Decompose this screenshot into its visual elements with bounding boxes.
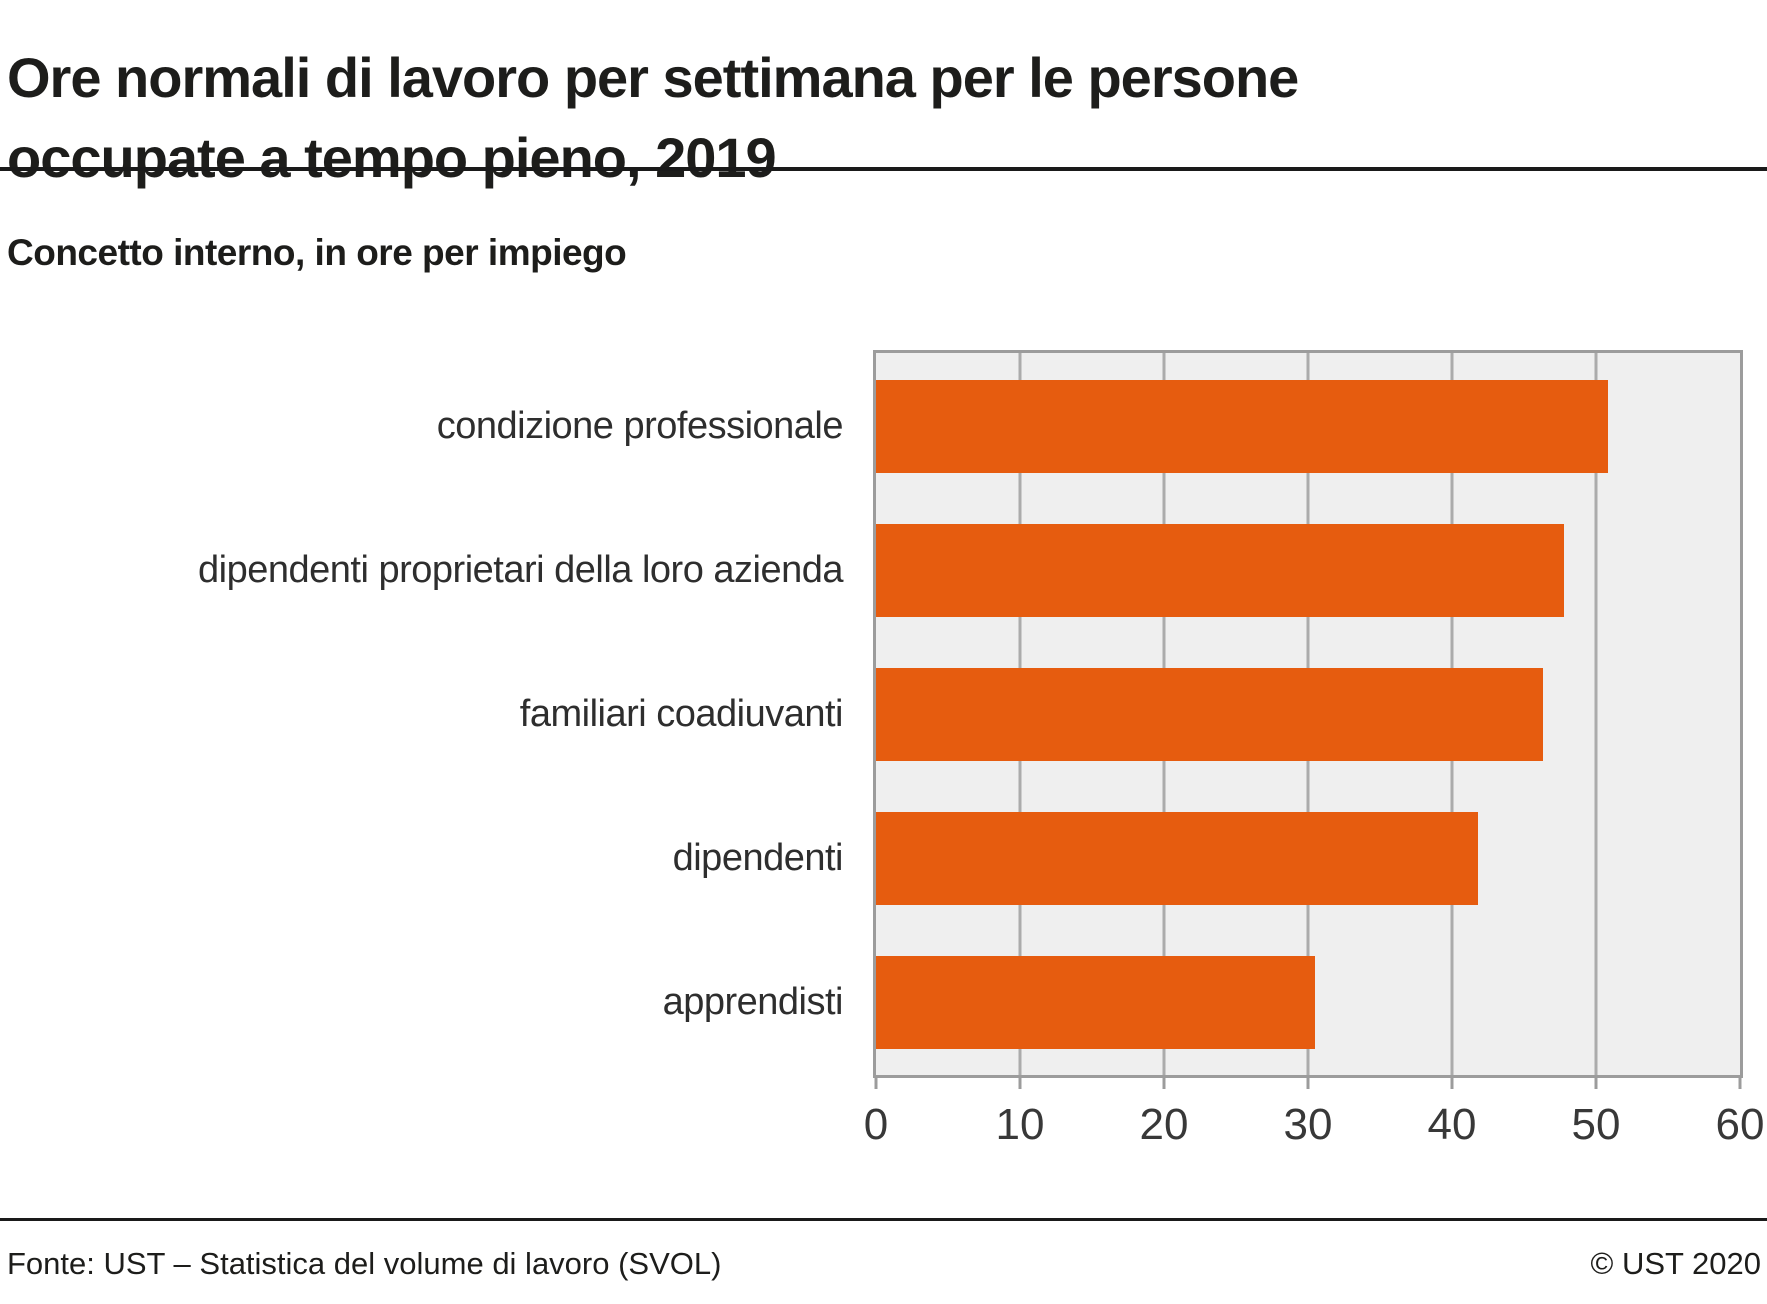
x-axis-tick-mark: [874, 1078, 878, 1089]
x-axis-tick-mark: [1738, 1078, 1742, 1089]
bar: [876, 812, 1478, 905]
chart-subtitle: Concetto interno, in ore per impiego: [7, 232, 627, 273]
category-label: dipendenti proprietari della loro aziend…: [198, 549, 843, 591]
bar: [876, 524, 1565, 617]
x-axis-tick-label: 40: [1427, 1100, 1477, 1149]
category-label: condizione professionale: [436, 405, 844, 447]
x-axis-tick-mark: [1450, 1078, 1454, 1089]
x-axis-tick-label: 60: [1715, 1100, 1765, 1149]
bar: [876, 956, 1316, 1049]
page-title: Ore normali di lavoro per settimana per …: [7, 38, 1707, 198]
x-axis-tick-mark: [1594, 1078, 1598, 1089]
plot-area: [873, 350, 1743, 1078]
footer-copyright: © UST 2020: [1590, 1246, 1761, 1281]
bar: [876, 380, 1608, 473]
x-axis-tick-label: 30: [1283, 1100, 1333, 1149]
footer-divider: [0, 1218, 1767, 1221]
y-axis-labels: condizione professionale dipendenti propr…: [0, 353, 843, 1075]
x-axis-tick-label: 20: [1139, 1100, 1189, 1149]
x-axis-tick-label: 10: [995, 1100, 1045, 1149]
bar: [876, 668, 1543, 761]
category-label: familiari coadiuvanti: [519, 693, 844, 735]
x-axis-tick-mark: [1306, 1078, 1310, 1089]
footer-source: Fonte: UST – Statistica del volume di la…: [7, 1246, 722, 1281]
x-axis-tick-mark: [1162, 1078, 1166, 1089]
category-label: apprendisti: [662, 981, 844, 1023]
x-axis-tick-mark: [1018, 1078, 1022, 1089]
page-title-line1: Ore normali di lavoro per settimana per …: [7, 45, 1299, 109]
category-label: dipendenti: [672, 837, 844, 879]
page-title-line2: occupate a tempo pieno, 2019: [7, 125, 777, 189]
title-divider: [0, 167, 1767, 171]
gridline: [1594, 353, 1598, 1075]
x-axis-tick-label: 50: [1571, 1100, 1621, 1149]
x-axis-tick-label: 0: [863, 1100, 889, 1149]
